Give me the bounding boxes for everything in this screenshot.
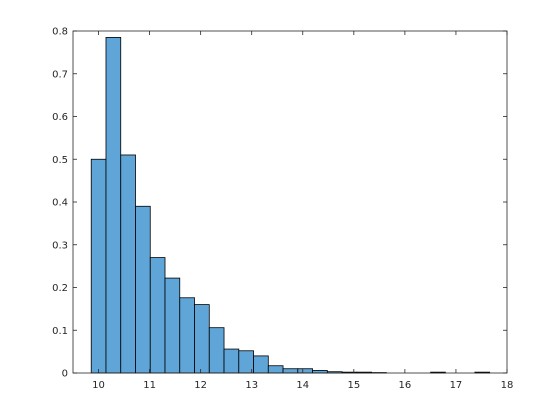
y-tick-label: 0 xyxy=(62,369,68,380)
x-tick-label: 15 xyxy=(347,380,360,391)
histogram-bar xyxy=(282,368,299,374)
x-tick-labels: 10 11 12 13 14 15 16 17 18 xyxy=(92,380,513,391)
x-tick-label: 13 xyxy=(245,380,258,391)
histogram-bar xyxy=(120,154,136,374)
y-tick-label: 0.7 xyxy=(52,69,68,80)
y-tick-label: 0.2 xyxy=(52,283,68,294)
histogram-bar xyxy=(179,297,195,374)
y-tick-label: 0.1 xyxy=(52,326,68,337)
y-tick-label: 0.3 xyxy=(52,240,68,251)
histogram-bar xyxy=(208,327,225,374)
y-tick-label: 0.5 xyxy=(52,155,68,166)
histogram-bar xyxy=(164,277,181,374)
histogram-bar xyxy=(297,368,313,374)
y-tick-label: 0.4 xyxy=(52,198,68,209)
x-tick-label: 14 xyxy=(296,380,309,391)
x-tick-label: 11 xyxy=(143,380,156,391)
y-tick-label: 0.8 xyxy=(52,27,68,38)
histogram-bar xyxy=(194,304,210,374)
histogram-bar xyxy=(135,205,151,374)
x-tick-label: 18 xyxy=(501,380,514,391)
histogram-bar xyxy=(223,348,240,374)
histogram-bar xyxy=(105,37,122,374)
x-tick-label: 12 xyxy=(194,380,207,391)
y-tick-labels: 0 0.1 0.2 0.3 0.4 0.5 0.6 0.7 0.8 xyxy=(52,27,68,380)
bars-group xyxy=(90,37,491,374)
x-tick-label: 17 xyxy=(450,380,463,391)
histogram-bar xyxy=(267,365,284,374)
histogram-bar xyxy=(90,158,107,374)
x-tick-label: 16 xyxy=(399,380,412,391)
axes-group xyxy=(72,30,508,374)
histogram-bar xyxy=(253,355,269,374)
x-tick-label: 10 xyxy=(92,380,105,391)
histogram-bar xyxy=(149,257,166,374)
y-tick-label: 0.6 xyxy=(52,112,68,123)
